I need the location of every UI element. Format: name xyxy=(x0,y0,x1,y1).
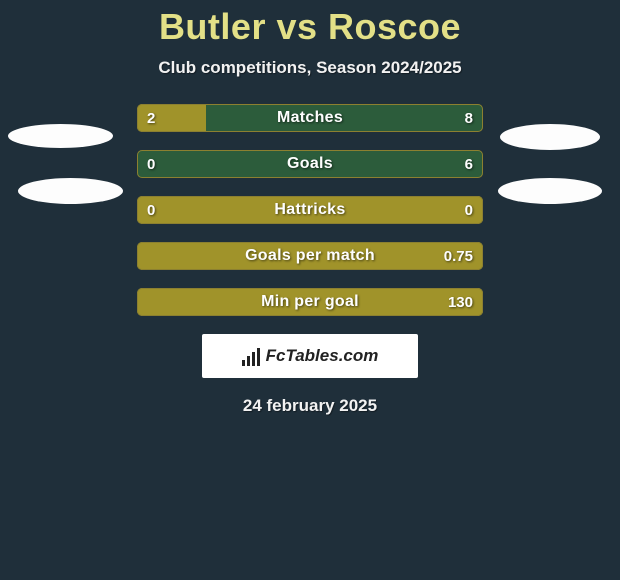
bar-matches-label: Matches xyxy=(137,104,483,132)
bar-matches: 2 Matches 8 xyxy=(137,104,483,132)
bar-goals: 0 Goals 6 xyxy=(137,150,483,178)
bar-hattricks-label: Hattricks xyxy=(137,196,483,224)
stat-bars: 2 Matches 8 0 Goals 6 0 Hattricks 0 xyxy=(0,104,620,316)
bar-gpm-label: Goals per match xyxy=(137,242,483,270)
source-logo[interactable]: FcTables.com xyxy=(202,334,418,378)
page-subtitle: Club competitions, Season 2024/2025 xyxy=(0,58,620,78)
bar-goals-right-value: 6 xyxy=(465,150,473,178)
bar-chart-icon xyxy=(242,346,260,366)
bar-gpm-right-value: 0.75 xyxy=(444,242,473,270)
comparison-widget: Butler vs Roscoe Club competitions, Seas… xyxy=(0,0,620,580)
bar-mpg-right-value: 130 xyxy=(448,288,473,316)
footer-date: 24 february 2025 xyxy=(0,396,620,416)
bar-mpg: Min per goal 130 xyxy=(137,288,483,316)
bar-matches-right-value: 8 xyxy=(465,104,473,132)
bar-mpg-label: Min per goal xyxy=(137,288,483,316)
page-title: Butler vs Roscoe xyxy=(0,0,620,48)
bar-hattricks-right-value: 0 xyxy=(465,196,473,224)
bar-hattricks: 0 Hattricks 0 xyxy=(137,196,483,224)
bar-gpm: Goals per match 0.75 xyxy=(137,242,483,270)
source-logo-text: FcTables.com xyxy=(266,346,379,366)
bar-goals-label: Goals xyxy=(137,150,483,178)
